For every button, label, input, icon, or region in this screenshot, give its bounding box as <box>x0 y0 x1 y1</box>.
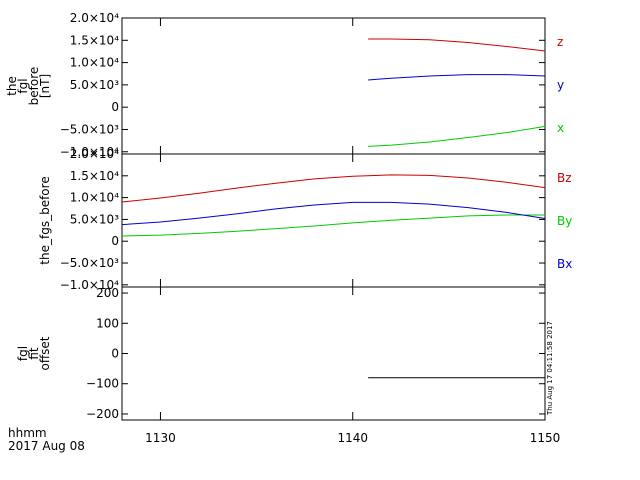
y-axis-label: fgl <box>16 78 30 93</box>
series-line-Bx <box>121 201 546 226</box>
y-axis-label: [nT] <box>38 74 52 98</box>
y-axis-label: fgl <box>16 346 30 361</box>
series-line-z <box>368 38 546 52</box>
y-axis-label: before <box>27 67 41 106</box>
legend-z: z <box>557 35 563 49</box>
legend-Bx: Bx <box>557 257 572 271</box>
series-line-Bz <box>121 174 546 203</box>
y-tick-label: 2.0×10⁴ <box>70 11 119 25</box>
series-line-By <box>121 214 545 237</box>
panel-fgl_before: −1.0×10⁴ −5.0×10³ 0 5.0×10³ 1.0×10⁴ 1.5×10⁴ 2.… <box>5 11 564 159</box>
panel-frame <box>121 17 546 155</box>
y-tick-label: 1.5×10⁴ <box>70 169 119 183</box>
y-axis-label: fit <box>27 347 41 360</box>
series-line-y <box>368 74 546 81</box>
legend-By: By <box>557 214 572 228</box>
legend-x: x <box>557 121 564 135</box>
y-tick-label: −100 <box>86 377 119 391</box>
y-tick-label: 0 <box>111 347 119 361</box>
y-tick-label: 1.5×10⁴ <box>70 33 119 47</box>
series-line-x <box>368 125 546 147</box>
y-tick-label: −1.0×10⁴ <box>60 278 119 292</box>
panel-frame <box>121 153 546 288</box>
y-tick-label: 5.0×10³ <box>70 212 119 226</box>
y-tick-label: 0 <box>111 234 119 248</box>
y-tick-label: 0 <box>111 100 119 114</box>
legend-y: y <box>557 78 564 92</box>
x-tick-label: 1130 <box>145 431 176 445</box>
y-tick-label: 1.0×10⁴ <box>70 191 119 205</box>
y-tick-label: −5.0×10³ <box>60 122 119 136</box>
y-tick-label: 200 <box>96 286 119 300</box>
y-axis-label: the_fgs_before <box>38 176 52 264</box>
y-tick-label: 2.0×10⁴ <box>70 147 119 161</box>
y-axis-label: offset <box>38 336 52 370</box>
chart-panels: −1.0×10⁴ −5.0×10³ 0 5.0×10³ 1.0×10⁴ 1.5×10⁴ 2.… <box>5 11 572 445</box>
y-tick-label: 100 <box>96 316 119 330</box>
y-tick-label: −5.0×10³ <box>60 256 119 270</box>
x-axis-date: 2017 Aug 08 <box>8 439 85 453</box>
timestamp-label: Thu Aug 17 04:11:58 2017 <box>546 321 554 416</box>
y-tick-label: −1.0×10⁴ <box>60 145 119 159</box>
panel-frame <box>121 286 546 421</box>
y-tick-label: −200 <box>86 407 119 421</box>
panel-fgs_before: −1.0×10⁴ −5.0×10³ 0 5.0×10³ 1.0×10⁴ 1.5×10⁴ 2.… <box>38 147 572 292</box>
x-tick-label: 1150 <box>530 431 561 445</box>
y-axis-label: the <box>5 76 19 96</box>
x-axis-label: hhmm <box>8 426 47 440</box>
y-tick-label: 1.0×10⁴ <box>70 56 119 70</box>
legend-Bz: Bz <box>557 171 572 185</box>
x-tick-label: 1140 <box>337 431 368 445</box>
y-tick-label: 5.0×10³ <box>70 78 119 92</box>
